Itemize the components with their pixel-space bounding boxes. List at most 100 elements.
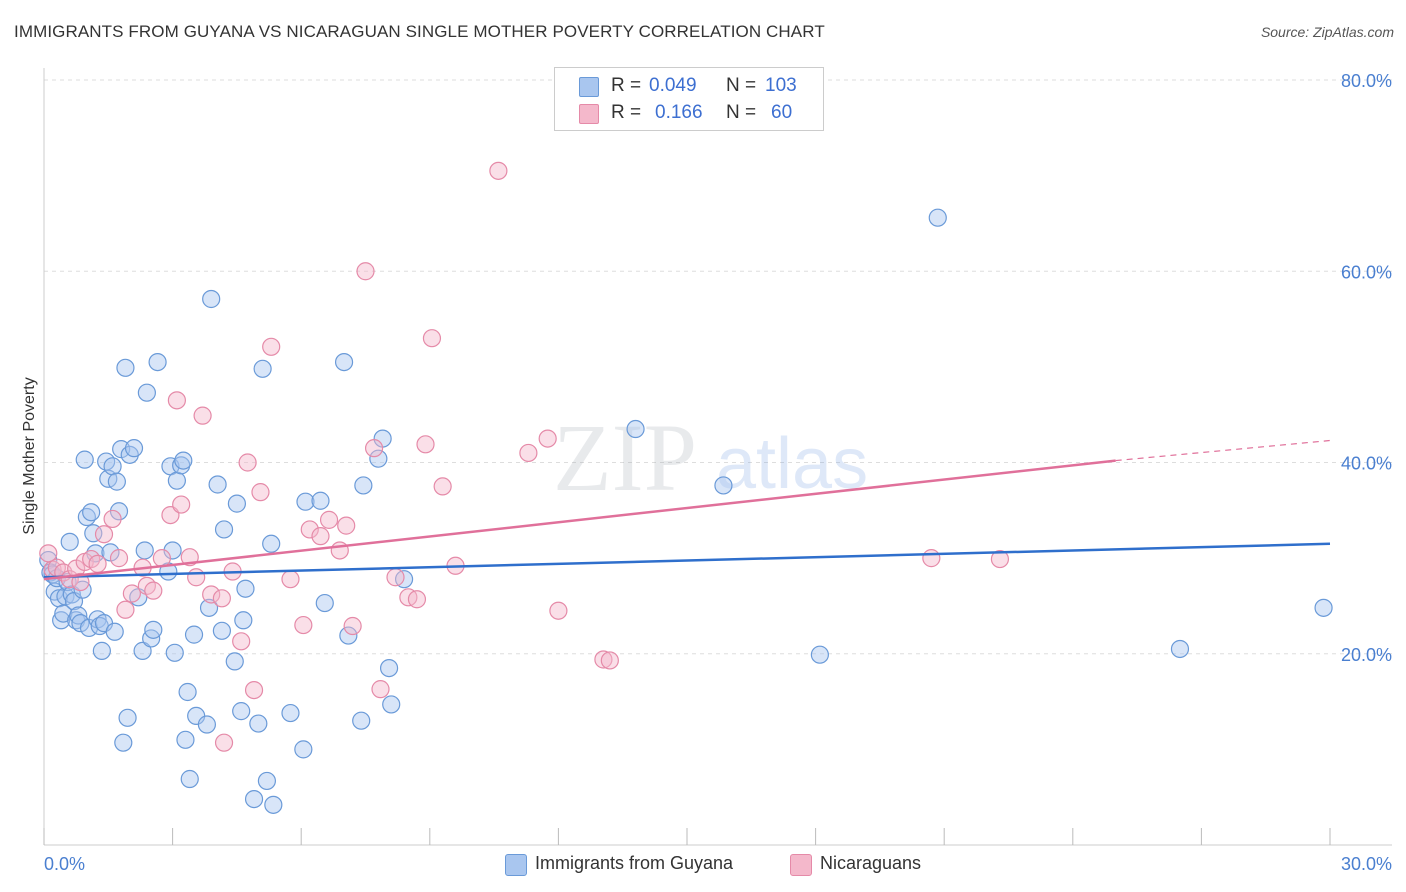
source-credit: Source: ZipAtlas.com [1260,24,1394,40]
scatter-point [382,695,401,714]
scatter-point [135,541,154,560]
scatter-point [92,641,111,660]
scatter-point [152,549,171,568]
grid [44,79,1392,655]
scatter-point [549,601,568,620]
scatter-point [187,568,206,587]
scatter-point [262,337,281,356]
scatter-point [144,581,163,600]
scatter-point [174,451,193,470]
scatter-point [364,439,384,458]
scatter-point [118,708,137,727]
scatter-point [334,352,354,372]
ticks: 20.0% 40.0% 60.0% 80.0% 0.0% 30.0% [43,71,1392,874]
scatter-point [52,611,71,630]
scatter-point [416,435,435,454]
x-tick-label: 30.0% [1341,854,1392,874]
scatter-point [124,439,144,458]
scatter-point [371,680,390,699]
scatter-point [180,769,199,789]
scatter-point [236,579,255,598]
trend-lines [43,439,1331,581]
scatter-point [71,572,90,592]
scatter-point [339,626,358,645]
scatter-point [1314,598,1333,617]
scatter-point [88,554,107,573]
scatter-point [386,568,405,587]
scatter-point [626,419,645,439]
scatter-point [315,593,334,613]
zipatlas-watermark: ZIP atlas [553,404,868,511]
scatter-point [148,352,167,372]
scatter-point [379,658,399,678]
scatter-point [281,570,300,589]
scatter-point [810,645,829,664]
series-legend: Immigrants from Guyana Nicaraguans [0,852,1406,878]
scatter-point [232,702,251,721]
scatter-point [197,715,216,734]
scatter-point [234,611,253,630]
scatter-point [133,641,152,660]
scatter-point [116,600,135,619]
scatter-point [56,587,75,606]
y-tick-label: 20.0% [1341,645,1392,665]
legend-label-guyana: Immigrants from Guyana [535,853,734,873]
scatter-point [105,622,124,641]
scatter-point [319,510,339,529]
legend-r-label: R = [611,75,642,96]
scatter-point [244,789,264,809]
scatter-point [294,615,313,635]
legend-n-value: 103 [765,75,797,96]
scatter-point [122,584,141,603]
scatter-point [422,329,442,348]
scatter-point [244,680,264,700]
scatter-point [343,616,362,636]
scatter-point [253,359,272,378]
scatter-point [1170,639,1190,659]
scatter-point [519,443,538,463]
scatter-point [714,476,733,495]
scatter-point [94,525,114,544]
watermark-atlas: atlas [716,424,868,504]
scatter-point [296,492,315,511]
y-tick-label: 40.0% [1341,454,1392,474]
legend-swatch-guyana [505,854,527,876]
legend-swatch-nicaraguans [579,104,599,124]
scatter-point [354,476,373,495]
scatter-point [922,549,941,568]
scatter-point [75,450,94,469]
y-axis-label: Single Mother Poverty [21,377,38,534]
scatter-point [114,733,133,752]
legend-label-nicaraguans: Nicaraguans [820,853,922,873]
scatter-point [369,449,388,468]
scatter-point [300,520,319,539]
scatter-point [178,682,197,702]
scatter-point [352,711,371,730]
scatter-point [193,406,212,425]
scatter-point [232,632,251,651]
scatter-point [172,495,191,514]
scatter-point [249,714,268,733]
legend-r-label: R = [611,102,642,123]
axes [43,68,1392,846]
scatter-point [184,625,204,644]
legend-n-value: 60 [771,102,793,123]
scatter-point [176,730,195,749]
scatter-point [116,358,135,377]
scatter-point [202,289,221,309]
legend-n-label: N = [726,75,757,96]
scatter-point [600,651,619,670]
scatter-point [165,643,184,662]
legend-r-value: 0.166 [655,102,703,123]
scatter-point [928,208,947,227]
scatter-point [538,429,557,448]
trend-line-guyana [43,542,1331,579]
scatter-point [311,527,330,546]
scatter-point [167,471,186,490]
scatter-point [264,795,283,814]
watermark-zip: ZIP [553,404,697,511]
scatter-point [107,472,126,491]
scatter-point [208,475,227,494]
scatter-point [60,532,79,551]
